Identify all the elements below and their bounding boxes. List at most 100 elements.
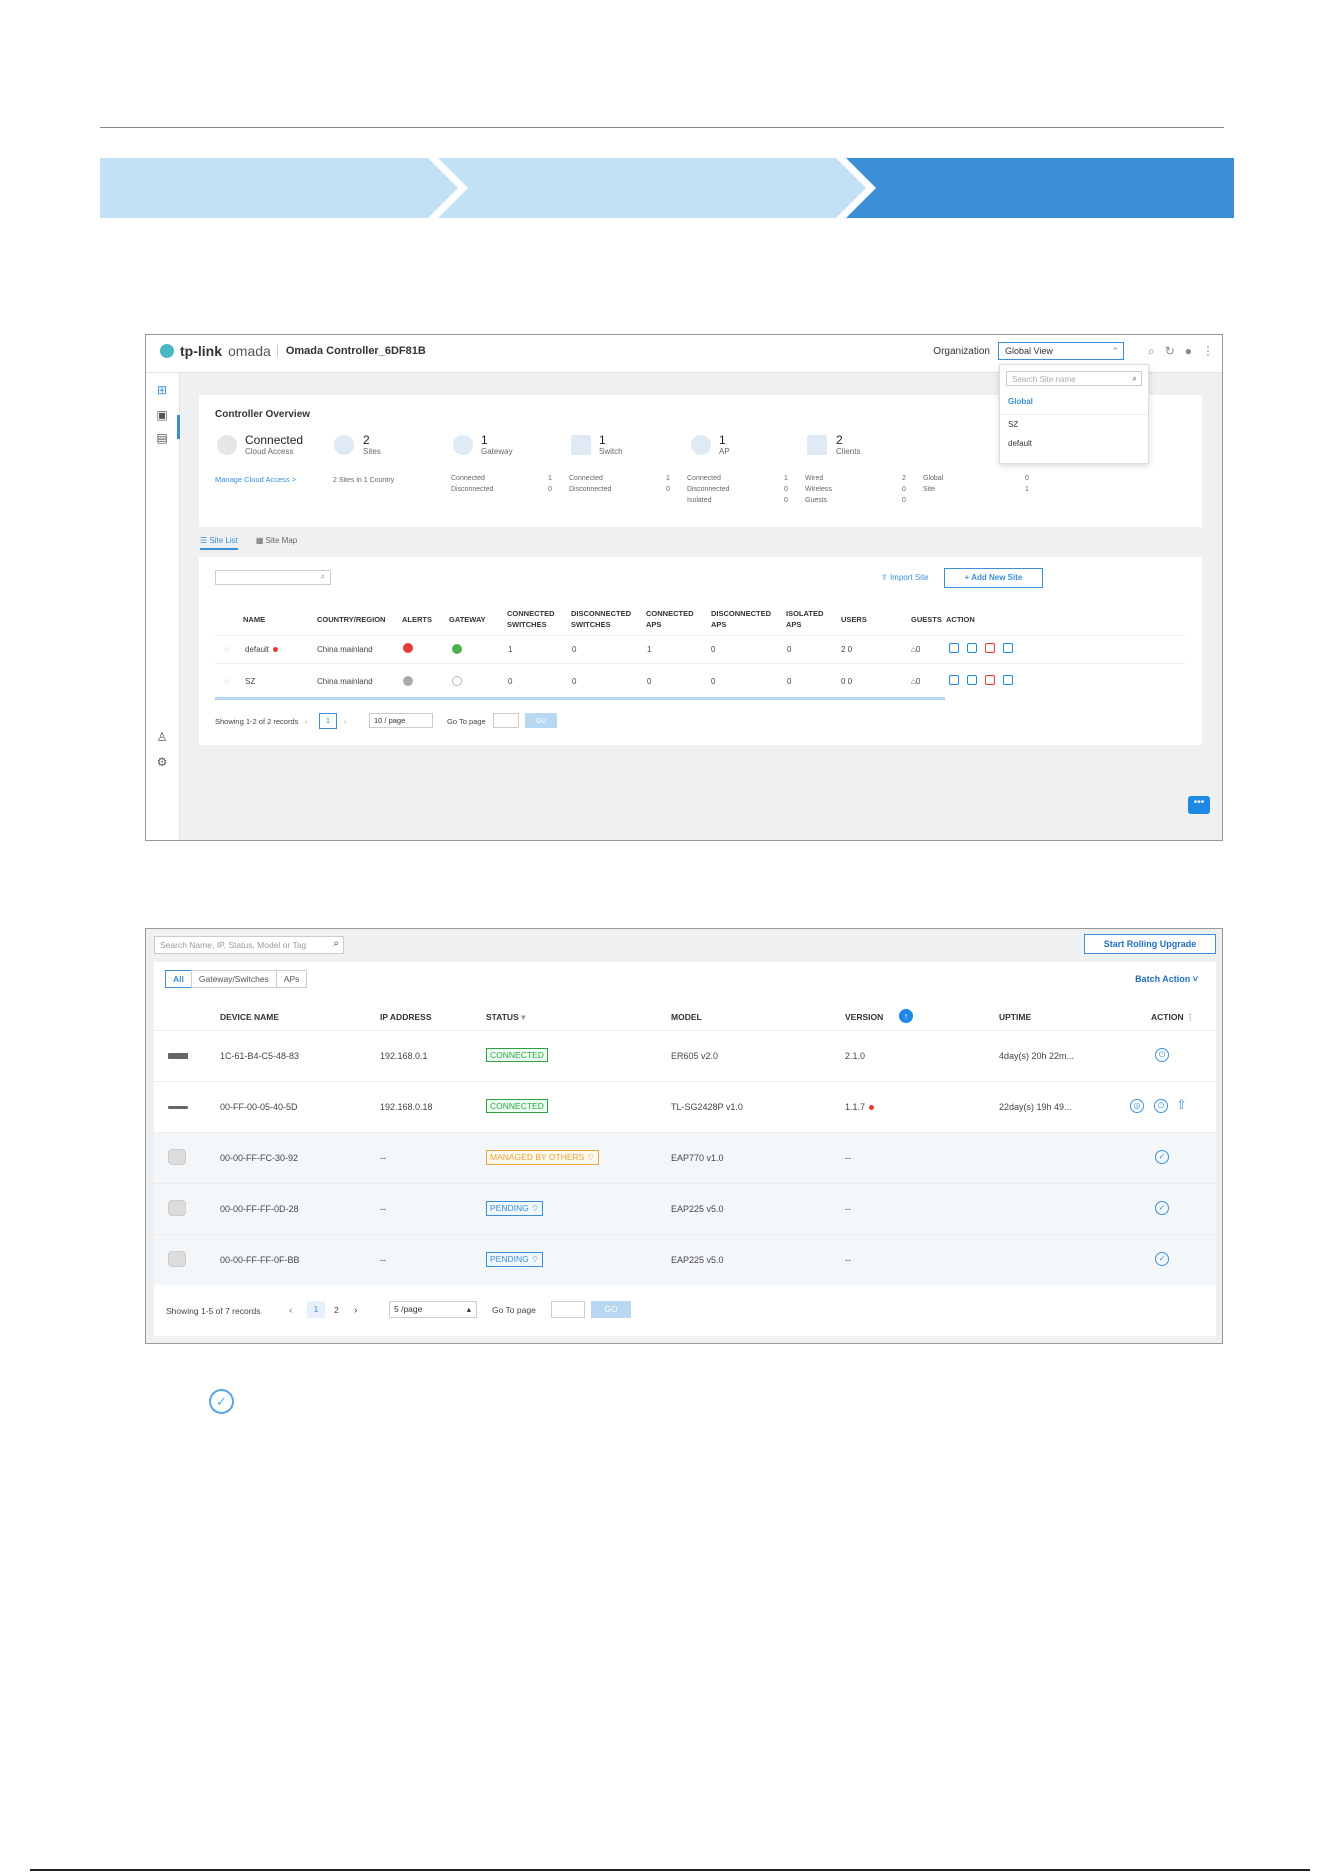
- row-divider: [215, 635, 1185, 636]
- global-sub-values: 0 1: [1025, 475, 1029, 493]
- goto-label: Go To page: [447, 717, 486, 726]
- controller-dashboard-screenshot: tp-link omada Omada Controller_6DF81B Or…: [145, 334, 1223, 841]
- device-row[interactable]: 00-FF-00-05-40-5D 192.168.0.18 CONNECTED…: [154, 1081, 1216, 1132]
- devices-icon[interactable]: ▣: [156, 408, 168, 422]
- status-badge: CONNECTED: [486, 1099, 548, 1113]
- upgrade-icon[interactable]: ⇧: [1176, 1097, 1187, 1112]
- col-users: USERS: [841, 615, 867, 624]
- cloud-user-icon: [217, 435, 237, 455]
- tab-site-map[interactable]: ▦ Site Map: [255, 536, 298, 545]
- site-conn-aps: 0: [647, 677, 652, 686]
- filter-icon[interactable]: ▾: [521, 1012, 526, 1022]
- site-name-sz[interactable]: SZ: [245, 677, 256, 686]
- go-button[interactable]: Go: [525, 713, 557, 728]
- launch-site-icon[interactable]: [1003, 643, 1013, 653]
- col-connected-switches: CONNECTED SWITCHES: [507, 609, 555, 629]
- tab-all[interactable]: All: [165, 970, 192, 988]
- star-icon[interactable]: ☆: [223, 645, 231, 654]
- site-name-default[interactable]: default: [245, 645, 279, 654]
- dashboard-icon[interactable]: ⊞: [156, 383, 168, 397]
- upgrade-info-icon[interactable]: ↑: [899, 1009, 913, 1023]
- top-rule: [100, 127, 1224, 128]
- row-divider: [215, 663, 1185, 664]
- col-action: ACTION: [946, 615, 975, 624]
- refresh-icon[interactable]: ↻: [1164, 344, 1175, 358]
- site-users: 0 0: [841, 677, 853, 686]
- ap-device-icon: [168, 1149, 186, 1165]
- device-name: 00-00-FF-FC-30-92: [220, 1153, 299, 1163]
- edit-icon[interactable]: [949, 675, 959, 685]
- search-icon[interactable]: ⌕: [1147, 344, 1155, 358]
- more-icon[interactable]: ⋮: [1202, 344, 1214, 358]
- tab-site-list[interactable]: ☰ Site List: [200, 536, 238, 550]
- organization-value: Global View: [1005, 346, 1053, 356]
- copy-icon[interactable]: [967, 675, 977, 685]
- organization-select[interactable]: Global View ⌃: [998, 342, 1124, 360]
- alert-icon[interactable]: [403, 676, 413, 686]
- tab-gateway-switches[interactable]: Gateway/Switches: [190, 970, 277, 988]
- site-search-input[interactable]: Search Site name ⌕: [1006, 371, 1142, 386]
- col-version: VERSION: [845, 1012, 884, 1022]
- avatar-icon[interactable]: ●: [1184, 344, 1192, 358]
- gateway-status-icon: [452, 644, 462, 654]
- delete-icon[interactable]: [985, 643, 995, 653]
- device-row[interactable]: 00-00-FF-FF-0F-BB -- PENDING ⌔ EAP225 v5…: [154, 1234, 1216, 1285]
- controller-name: Omada Controller_6DF81B: [276, 345, 426, 357]
- dropdown-item-sz[interactable]: SZ: [1008, 420, 1019, 429]
- alert-icon[interactable]: [403, 643, 413, 653]
- go-button[interactable]: GO: [591, 1301, 631, 1318]
- device-row[interactable]: 1C-61-B4-C5-48-83 192.168.0.1 CONNECTED …: [154, 1030, 1216, 1081]
- status-badge: PENDING ⌔: [486, 1252, 544, 1267]
- col-isolated-aps: ISOLATED APS: [786, 609, 824, 629]
- goto-page-input[interactable]: [493, 713, 519, 728]
- goto-page-input[interactable]: [551, 1301, 585, 1318]
- batch-action-dropdown[interactable]: Batch Action ˅: [1135, 974, 1198, 984]
- prev-page-icon[interactable]: ‹: [289, 1305, 293, 1316]
- switch-device-icon: [168, 1106, 188, 1109]
- launch-site-icon[interactable]: [1003, 675, 1013, 685]
- manage-cloud-access-link[interactable]: Manage Cloud Access >: [215, 475, 297, 484]
- per-page-select[interactable]: 5 /page ▴: [389, 1301, 477, 1318]
- site-search-placeholder: Search Site name: [1012, 375, 1076, 384]
- copy-icon[interactable]: [967, 643, 977, 653]
- adopt-icon[interactable]: ✓: [1155, 1201, 1169, 1215]
- adopt-icon[interactable]: ✓: [1155, 1252, 1169, 1266]
- locate-icon[interactable]: ◎: [1130, 1099, 1144, 1113]
- import-site-button[interactable]: ⇪ Import Site: [881, 573, 929, 582]
- per-page-select[interactable]: 10 / page: [369, 713, 433, 728]
- start-rolling-upgrade-button[interactable]: Start Rolling Upgrade: [1084, 934, 1216, 954]
- device-row[interactable]: 00-00-FF-FC-30-92 -- MANAGED BY OTHERS ⌔…: [154, 1132, 1216, 1183]
- settings-gear-icon[interactable]: ⚙: [156, 755, 168, 769]
- calendar-icon[interactable]: ▤: [156, 431, 168, 445]
- add-new-site-button[interactable]: + Add New Site: [944, 568, 1043, 588]
- page-1[interactable]: 1: [307, 1301, 325, 1318]
- reboot-icon[interactable]: ⏻: [1154, 1099, 1168, 1113]
- chat-icon[interactable]: •••: [1188, 796, 1210, 814]
- column-settings-icon[interactable]: ⋮: [1185, 1012, 1195, 1022]
- reboot-icon[interactable]: ⏻: [1155, 1048, 1169, 1062]
- device-row[interactable]: 00-00-FF-FF-0D-28 -- PENDING ⌔ EAP225 v5…: [154, 1183, 1216, 1234]
- status-badge: PENDING ⌔: [486, 1201, 544, 1216]
- tab-aps[interactable]: APs: [275, 970, 308, 988]
- ap-sub-labels: Connected Disconnected Isolated: [687, 475, 730, 504]
- horizontal-scrollbar[interactable]: [215, 697, 945, 700]
- next-page-icon[interactable]: ›: [354, 1305, 358, 1316]
- next-page-icon[interactable]: ›: [344, 717, 347, 726]
- delete-icon[interactable]: [985, 675, 995, 685]
- prev-page-icon[interactable]: ‹: [305, 717, 308, 726]
- page-2[interactable]: 2: [334, 1305, 339, 1315]
- user-icon[interactable]: ♙: [156, 730, 168, 744]
- dropdown-item-global[interactable]: Global: [1000, 392, 1148, 415]
- ap-stat: 1 AP: [719, 433, 730, 456]
- star-icon[interactable]: ☆: [223, 677, 231, 686]
- goto-label: Go To page: [492, 1305, 536, 1315]
- col-country: COUNTRY/REGION: [317, 615, 386, 624]
- site-list-card: ⌕ ⇪ Import Site + Add New Site NAME COUN…: [199, 557, 1202, 745]
- organization-label: Organization: [933, 346, 990, 357]
- device-search-input[interactable]: Search Name, IP, Status, Model or Tag ⌕: [154, 936, 344, 954]
- site-search-box[interactable]: ⌕: [215, 570, 331, 585]
- page-1[interactable]: 1: [319, 713, 337, 729]
- adopt-icon[interactable]: ✓: [1155, 1150, 1169, 1164]
- edit-icon[interactable]: [949, 643, 959, 653]
- dropdown-item-default[interactable]: default: [1008, 439, 1033, 448]
